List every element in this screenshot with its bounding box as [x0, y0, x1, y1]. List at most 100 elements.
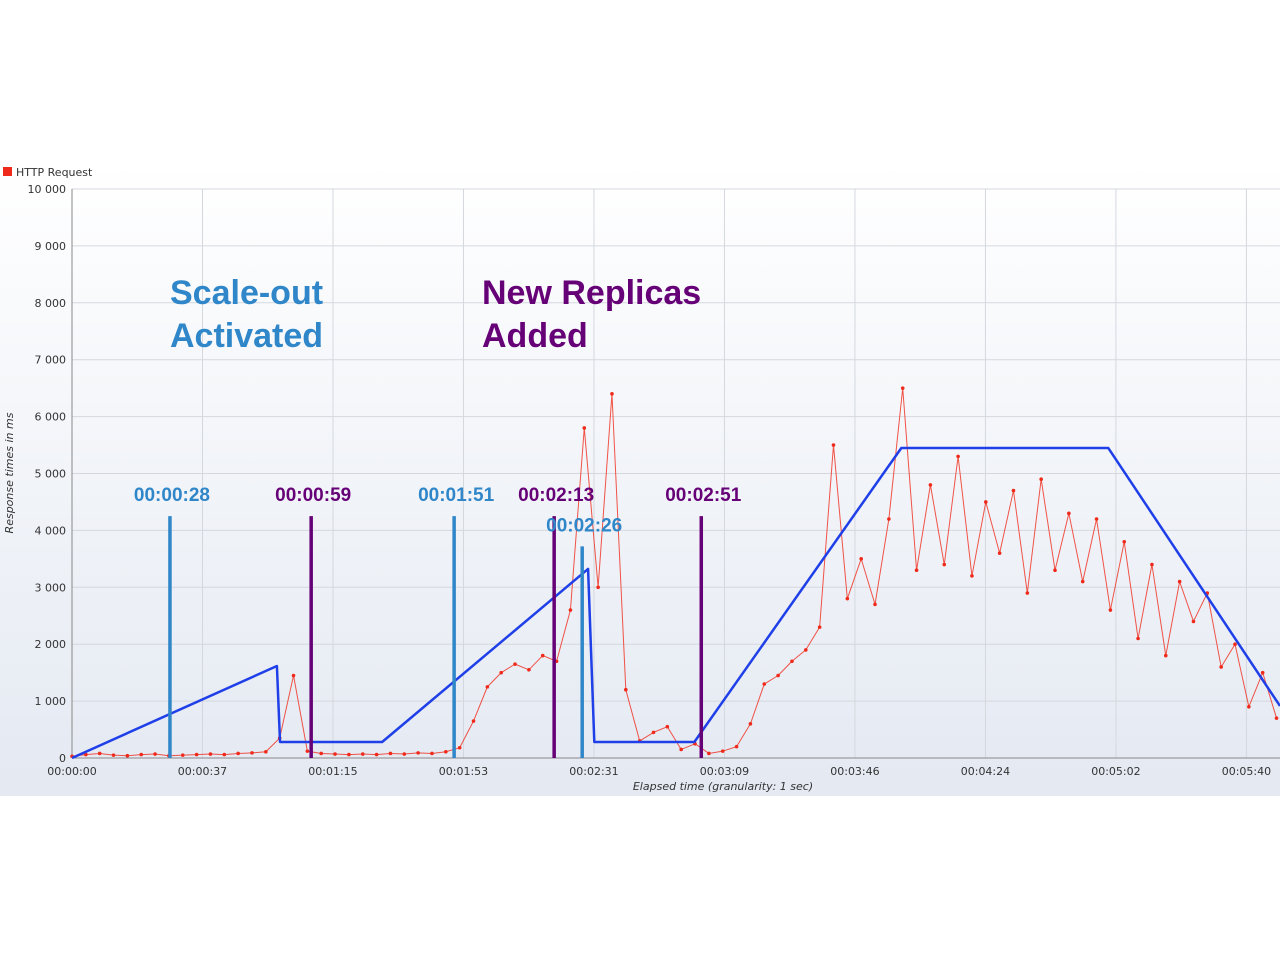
data-point: [208, 752, 213, 756]
data-point: [84, 752, 88, 757]
data-point: [1053, 568, 1057, 573]
x-tick-label: 00:01:53: [439, 765, 488, 778]
data-point: [485, 685, 490, 689]
y-tick-label: 3 000: [35, 581, 67, 594]
y-tick-label: 8 000: [35, 297, 67, 310]
data-point: [1219, 665, 1223, 669]
data-point: [194, 752, 199, 757]
data-point: [983, 500, 988, 504]
data-point: [610, 392, 614, 396]
data-point: [956, 454, 960, 459]
data-point: [1191, 619, 1196, 624]
data-point: [1136, 636, 1140, 641]
data-point: [1150, 562, 1154, 567]
y-tick-label: 9 000: [35, 240, 67, 253]
data-point: [942, 562, 947, 567]
x-tick-label: 00:00:37: [178, 765, 227, 778]
x-tick-label: 00:05:40: [1222, 765, 1271, 778]
x-tick-label: 00:03:46: [830, 765, 879, 778]
data-point: [720, 749, 725, 753]
data-point: [665, 724, 670, 729]
y-tick-label: 4 000: [35, 524, 67, 537]
data-point: [527, 668, 531, 672]
data-point: [887, 517, 891, 521]
x-tick-label: 00:03:09: [700, 765, 749, 778]
y-tick-label: 6 000: [35, 411, 67, 424]
data-point: [153, 752, 157, 756]
x-tick-label: 00:01:15: [308, 765, 357, 778]
data-point: [347, 752, 351, 757]
data-point: [402, 752, 407, 756]
data-point: [236, 751, 240, 756]
grid: 0 1 000 2 000 3 000 4 000 5 000 6 000 7 000 8 00…: [28, 183, 1280, 778]
series-line: [71, 387, 1278, 757]
data-point: [596, 585, 600, 590]
data-point: [748, 722, 753, 726]
data-point: [790, 659, 794, 664]
y-tick-label: 7 000: [35, 354, 67, 367]
series-line: [71, 446, 1280, 760]
y-axis-title: Response times in ms: [3, 412, 16, 533]
data-point: [873, 602, 877, 607]
y-tick-label: 10 000: [28, 183, 67, 196]
data-point: [1247, 704, 1251, 709]
data-point: [1233, 642, 1237, 646]
data-point: [651, 730, 656, 735]
data-point: [928, 483, 933, 487]
x-tick-label: 00:02:31: [569, 765, 618, 778]
y-tick-label: 0: [59, 752, 66, 765]
data-point: [1039, 477, 1043, 481]
data-point: [499, 670, 504, 675]
data-point: [1163, 653, 1168, 658]
x-tick-label: 00:00:00: [47, 765, 96, 778]
data-point: [457, 745, 462, 750]
annotations: 00:00:28 00:00:59 00:01:51 00:02:13 00:02:26…: [134, 485, 742, 758]
data-point: [430, 751, 434, 756]
data-point: [222, 752, 227, 757]
data-point: [1122, 539, 1127, 544]
data-point: [1274, 716, 1279, 720]
legend-label: HTTP Request: [16, 166, 93, 179]
data-point: [679, 747, 683, 752]
data-point: [264, 749, 268, 754]
data-point: [125, 753, 130, 758]
data-point: [914, 568, 919, 573]
data-point: [540, 653, 545, 658]
data-point: [416, 751, 420, 755]
y-tick-label: 2 000: [35, 638, 67, 651]
data-point: [1067, 511, 1071, 516]
data-point: [1094, 517, 1099, 521]
annotation-label: 00:00:59: [275, 485, 351, 506]
data-point: [388, 751, 393, 756]
data-point: [139, 752, 144, 757]
data-point: [997, 551, 1002, 555]
data-point: [582, 426, 587, 430]
data-point: [111, 753, 116, 757]
annotation-label: 00:00:28: [134, 485, 210, 506]
annotation-label: 00:02:51: [665, 485, 741, 506]
data-point: [859, 557, 863, 561]
x-axis-title: Elapsed time (granularity: 1 sec): [633, 780, 813, 793]
data-point: [734, 744, 739, 749]
chart-background: [0, 162, 1280, 796]
data-point: [900, 386, 905, 390]
data-point: [817, 625, 822, 629]
callout: Scale-out Activated: [170, 274, 333, 355]
data-point: [513, 662, 517, 666]
callout-line: Added: [482, 317, 588, 355]
data-point: [1011, 488, 1016, 493]
x-tick-label: 00:05:02: [1091, 765, 1140, 778]
data-point: [845, 596, 850, 601]
data-point: [776, 673, 780, 678]
callout-line: New Replicas: [482, 274, 701, 312]
data-point: [762, 682, 767, 686]
data-point: [1177, 579, 1182, 584]
annotation-label: 00:02:13: [518, 485, 594, 506]
annotation-label: 00:02:26: [546, 515, 622, 536]
data-point: [180, 753, 185, 757]
legend-swatch: [3, 167, 12, 176]
data-point: [374, 752, 379, 757]
data-point: [444, 749, 448, 754]
